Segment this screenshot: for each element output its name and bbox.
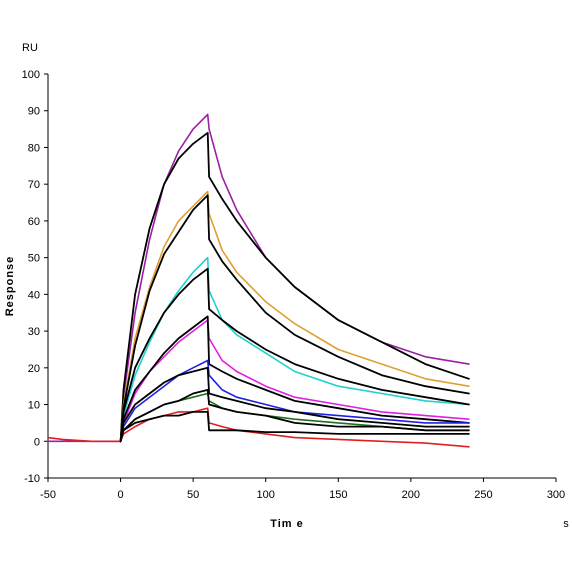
x-axis-title: Tim e: [270, 518, 304, 530]
x-tick-label: 200: [402, 489, 420, 501]
series-line-10: [119, 366, 470, 443]
series-line-6: [119, 267, 470, 443]
x-tick-label: 50: [187, 489, 199, 501]
y-tick-label: -10: [24, 473, 40, 485]
series-line-12: [119, 389, 470, 443]
y-tick-label: 40: [28, 289, 40, 301]
y-tick-label: 70: [28, 179, 40, 191]
x-tick-label: -50: [40, 489, 56, 501]
y-tick-label: 80: [28, 142, 40, 154]
y-tick-label: 100: [22, 69, 40, 81]
y-tick-label: 10: [28, 400, 40, 412]
x-tick-label: 250: [474, 489, 492, 501]
series-line-3: [119, 190, 470, 443]
plot-series: [47, 113, 470, 448]
x-axis-unit: s: [563, 518, 569, 530]
x-tick-label: 300: [547, 489, 565, 501]
x-tick-label: 100: [257, 489, 275, 501]
axes: [44, 73, 557, 482]
y-tick-label: 90: [28, 106, 40, 118]
y-tick-label: 50: [28, 253, 40, 265]
series-line-4: [119, 194, 470, 443]
series-line-8: [119, 315, 470, 443]
y-axis-title: Response: [4, 256, 16, 317]
y-axis-unit: RU: [22, 42, 38, 54]
y-tick-label: 60: [28, 216, 40, 228]
series-line-1: [47, 113, 470, 443]
series-line-2: [119, 131, 470, 443]
series-line-9: [119, 359, 470, 443]
y-tick-label: 0: [34, 436, 40, 448]
x-tick-label: 0: [118, 489, 124, 501]
tick-labels: -10 0 10 20 30 40 50 60 70 80 90 100 -50 0 50 100 150 200…: [22, 69, 566, 501]
series-line-14: [119, 411, 470, 443]
y-tick-label: 20: [28, 363, 40, 375]
x-tick-label: 150: [329, 489, 347, 501]
y-tick-label: 30: [28, 326, 40, 338]
